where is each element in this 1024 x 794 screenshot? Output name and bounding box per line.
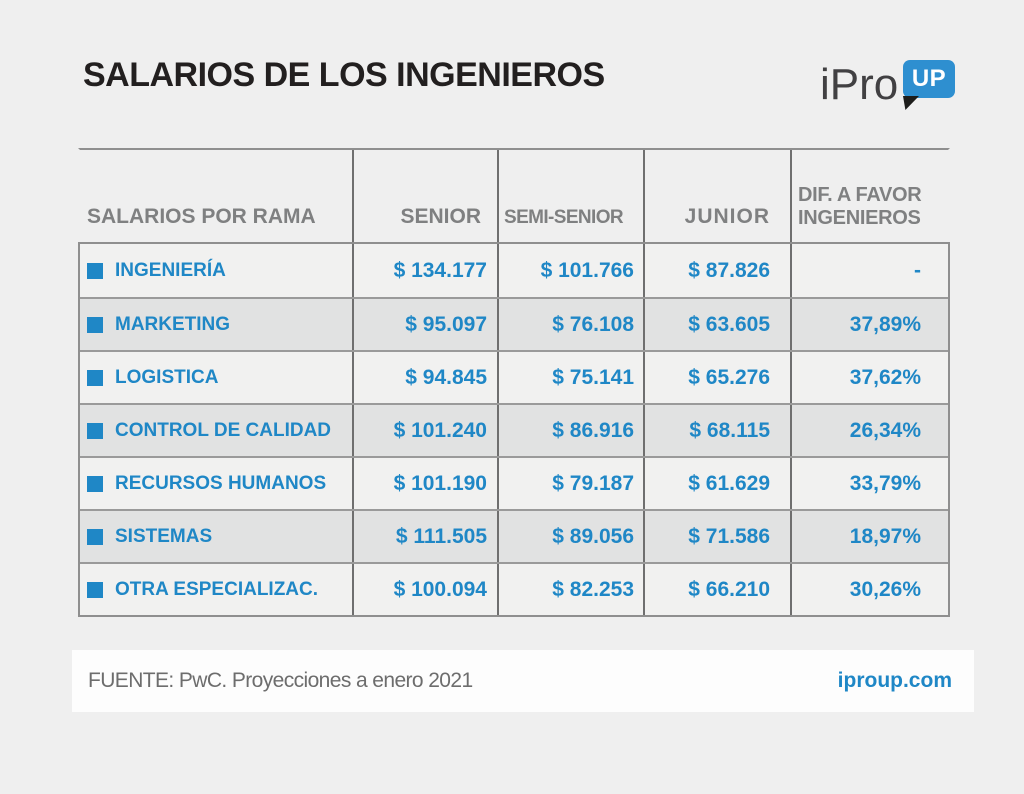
logo-text: iPro: [820, 60, 899, 109]
semi-senior-salary-cell: $ 89.056: [497, 511, 643, 562]
senior-salary-cell: $ 100.094: [352, 564, 497, 615]
dif-percentage-cell: 33,79%: [790, 458, 948, 509]
row-label-cell: CONTROL DE CALIDAD: [80, 405, 352, 456]
table-row: INGENIERÍA $ 134.177 $ 101.766 $ 87.826 …: [80, 244, 948, 297]
row-label-cell: OTRA ESPECIALIZAC.: [80, 564, 352, 615]
row-label: CONTROL DE CALIDAD: [115, 419, 332, 441]
dif-percentage-cell: 37,89%: [790, 299, 948, 350]
semi-senior-salary-cell: $ 75.141: [497, 352, 643, 403]
bullet-square-icon: [87, 581, 103, 598]
table-row: CONTROL DE CALIDAD $ 101.240 $ 86.916 $ …: [80, 403, 948, 456]
source-text: FUENTE: PwC. Proyecciones a enero 2021: [88, 669, 473, 692]
row-label: MARKETING: [115, 313, 231, 335]
dif-percentage-cell: 37,62%: [790, 352, 948, 403]
dif-percentage-cell: -: [790, 244, 948, 297]
bullet-square-icon: [87, 528, 103, 545]
dif-percentage-cell: 26,34%: [790, 405, 948, 456]
dif-percentage-cell: 18,97%: [790, 511, 948, 562]
senior-salary-cell: $ 95.097: [352, 299, 497, 350]
senior-salary-cell: $ 101.240: [352, 405, 497, 456]
row-label: LOGISTICA: [115, 366, 219, 388]
dif-percentage-cell: 30,26%: [790, 564, 948, 615]
table-row: SISTEMAS $ 111.505 $ 89.056 $ 71.586 18,…: [80, 509, 948, 562]
row-label-cell: LOGISTICA: [80, 352, 352, 403]
senior-salary-cell: $ 111.505: [352, 511, 497, 562]
logo-up-badge: UP: [903, 60, 955, 98]
bullet-square-icon: [87, 369, 103, 386]
semi-senior-salary-cell: $ 79.187: [497, 458, 643, 509]
column-header-junior: JUNIOR: [643, 150, 790, 242]
row-label: RECURSOS HUMANOS: [115, 472, 327, 494]
table-row: RECURSOS HUMANOS $ 101.190 $ 79.187 $ 61…: [80, 456, 948, 509]
row-label-cell: INGENIERÍA: [80, 244, 352, 297]
row-label: SISTEMAS: [115, 525, 213, 547]
row-label-cell: SISTEMAS: [80, 511, 352, 562]
bullet-square-icon: [87, 475, 103, 492]
bullet-square-icon: [87, 316, 103, 333]
senior-salary-cell: $ 101.190: [352, 458, 497, 509]
column-header-rama: SALARIOS POR RAMA: [87, 205, 316, 228]
junior-salary-cell: $ 68.115: [643, 405, 790, 456]
bullet-square-icon: [87, 422, 103, 439]
junior-salary-cell: $ 61.629: [643, 458, 790, 509]
table-row: MARKETING $ 95.097 $ 76.108 $ 63.605 37,…: [80, 297, 948, 350]
senior-salary-cell: $ 94.845: [352, 352, 497, 403]
semi-senior-salary-cell: $ 82.253: [497, 564, 643, 615]
junior-salary-cell: $ 63.605: [643, 299, 790, 350]
table-row: LOGISTICA $ 94.845 $ 75.141 $ 65.276 37,…: [80, 350, 948, 403]
table-header-row: SALARIOS POR RAMA SENIOR SEMI-SENIOR JUN…: [78, 148, 950, 242]
table-body: INGENIERÍA $ 134.177 $ 101.766 $ 87.826 …: [78, 242, 950, 617]
column-header-dif: DIF. A FAVOR INGENIEROS: [790, 150, 948, 242]
junior-salary-cell: $ 71.586: [643, 511, 790, 562]
column-header-senior: SENIOR: [352, 150, 497, 242]
row-label: OTRA ESPECIALIZAC.: [115, 578, 319, 600]
row-label-cell: MARKETING: [80, 299, 352, 350]
source-bar: FUENTE: PwC. Proyecciones a enero 2021 i…: [72, 650, 974, 712]
junior-salary-cell: $ 66.210: [643, 564, 790, 615]
junior-salary-cell: $ 65.276: [643, 352, 790, 403]
junior-salary-cell: $ 87.826: [643, 244, 790, 297]
row-label: INGENIERÍA: [115, 259, 226, 281]
semi-senior-salary-cell: $ 101.766: [497, 244, 643, 297]
iproup-logo: iPro UP: [820, 58, 970, 116]
bullet-square-icon: [87, 262, 103, 279]
website-text: iproup.com: [837, 669, 952, 692]
semi-senior-salary-cell: $ 86.916: [497, 405, 643, 456]
row-label-cell: RECURSOS HUMANOS: [80, 458, 352, 509]
table-row: OTRA ESPECIALIZAC. $ 100.094 $ 82.253 $ …: [80, 562, 948, 615]
column-header-semi-senior: SEMI-SENIOR: [497, 150, 643, 242]
senior-salary-cell: $ 134.177: [352, 244, 497, 297]
salary-table: SALARIOS POR RAMA SENIOR SEMI-SENIOR JUN…: [78, 148, 950, 617]
page-title: SALARIOS DE LOS INGENIEROS: [83, 56, 605, 94]
logo-speech-tail-icon: [903, 96, 919, 110]
semi-senior-salary-cell: $ 76.108: [497, 299, 643, 350]
